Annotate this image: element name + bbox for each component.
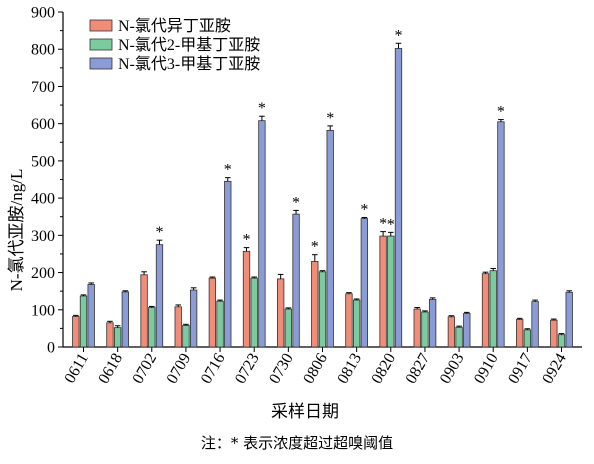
legend-swatch <box>89 57 113 70</box>
legend-label: N-氯代3-甲基丁亚胺 <box>118 55 260 73</box>
bar <box>113 327 122 348</box>
x-tick-label: 0730 <box>266 351 297 387</box>
x-axis-ticks: 0611 0618 0702 0709 0716 0723 0730 0806 0813 0820… <box>62 347 570 387</box>
bar <box>379 235 387 348</box>
bars-layer: ********* *** <box>72 27 573 348</box>
y-tick-label: 500 <box>31 153 55 170</box>
bar <box>79 295 88 348</box>
bar <box>106 322 114 348</box>
bar <box>481 273 490 348</box>
x-tick-label: 0910 <box>471 351 502 387</box>
bar <box>311 260 319 348</box>
bar <box>318 271 327 348</box>
y-tick-label: 900 <box>31 5 55 22</box>
y-axis-title: N-氯代亚胺/ng/L <box>7 169 26 292</box>
bar <box>523 329 532 348</box>
bar <box>565 291 573 348</box>
x-tick-label: 0709 <box>164 351 195 387</box>
bar <box>550 319 558 348</box>
significance-star: * <box>497 104 505 121</box>
bar <box>277 278 285 348</box>
significance-star: * <box>379 216 387 233</box>
x-tick-label: 0924 <box>539 351 570 387</box>
bar <box>140 274 148 348</box>
x-tick-label: 0903 <box>437 351 468 387</box>
x-tick-label: 0827 <box>403 351 434 387</box>
footnote: 注：* 表示浓度超过超嗅阈值 <box>200 434 394 452</box>
bar <box>72 316 80 348</box>
significance-star: * <box>394 27 402 44</box>
bar <box>208 277 217 348</box>
bar <box>345 293 353 348</box>
significance-star: * <box>360 201 368 218</box>
significance-star: * <box>155 224 163 241</box>
y-tick-label: 0 <box>47 340 55 357</box>
bar <box>121 291 129 348</box>
x-tick-label: 0917 <box>505 351 536 387</box>
bar <box>387 235 395 348</box>
bar <box>352 299 361 348</box>
y-tick-label: 800 <box>31 42 55 59</box>
bar <box>413 308 421 348</box>
bar <box>242 250 251 348</box>
x-tick-label: 0813 <box>334 351 365 387</box>
significance-star: * <box>258 100 266 117</box>
bar <box>428 298 437 348</box>
y-tick-label: 300 <box>31 228 55 245</box>
significance-star: * <box>292 194 300 211</box>
y-tick-label: 700 <box>31 79 55 96</box>
bar <box>531 301 539 348</box>
x-tick-label: 0820 <box>369 351 400 387</box>
x-tick-label: 0611 <box>62 351 92 387</box>
bar <box>463 313 471 348</box>
y-tick-label: 100 <box>31 302 55 319</box>
bar <box>489 270 497 348</box>
bar <box>148 307 156 348</box>
x-tick-label: 0716 <box>198 351 229 387</box>
significance-star: * <box>311 239 319 256</box>
bar <box>516 319 524 348</box>
legend-label: N-氯代2-甲基丁亚胺 <box>118 36 260 54</box>
significance-star: * <box>243 232 251 249</box>
bar <box>224 180 232 348</box>
bar <box>421 311 429 348</box>
x-tick-label: 0806 <box>300 351 331 387</box>
bar <box>557 334 566 348</box>
bar <box>360 218 368 348</box>
x-tick-label: 0723 <box>232 351 263 387</box>
bar <box>216 300 224 348</box>
legend-label: N-氯代异丁亚胺 <box>118 17 231 35</box>
bar <box>174 306 182 348</box>
significance-star: * <box>224 162 232 179</box>
bar <box>447 316 456 348</box>
legend-swatch <box>89 19 113 32</box>
y-tick-label: 400 <box>31 191 55 208</box>
bar <box>189 289 198 348</box>
bar <box>284 308 293 348</box>
bar <box>155 244 164 348</box>
bar <box>182 325 190 348</box>
bar <box>326 129 334 348</box>
y-tick-label: 600 <box>31 116 55 133</box>
significance-star: * <box>387 216 395 233</box>
bar <box>258 120 266 348</box>
bar <box>497 121 505 348</box>
bar <box>455 326 463 348</box>
bar <box>250 277 258 348</box>
y-axis-ticks: 0 100 200 300 400 500 600 700 800 900 <box>31 5 63 357</box>
x-tick-label: 0702 <box>130 351 161 387</box>
x-tick-label: 0618 <box>95 351 126 387</box>
y-tick-label: 200 <box>31 265 55 282</box>
x-axis-title: 采样日期 <box>271 402 339 421</box>
bar <box>394 48 403 348</box>
legend-swatch <box>89 38 113 51</box>
bar <box>87 284 95 348</box>
significance-star: * <box>326 110 334 127</box>
bar <box>292 213 300 348</box>
